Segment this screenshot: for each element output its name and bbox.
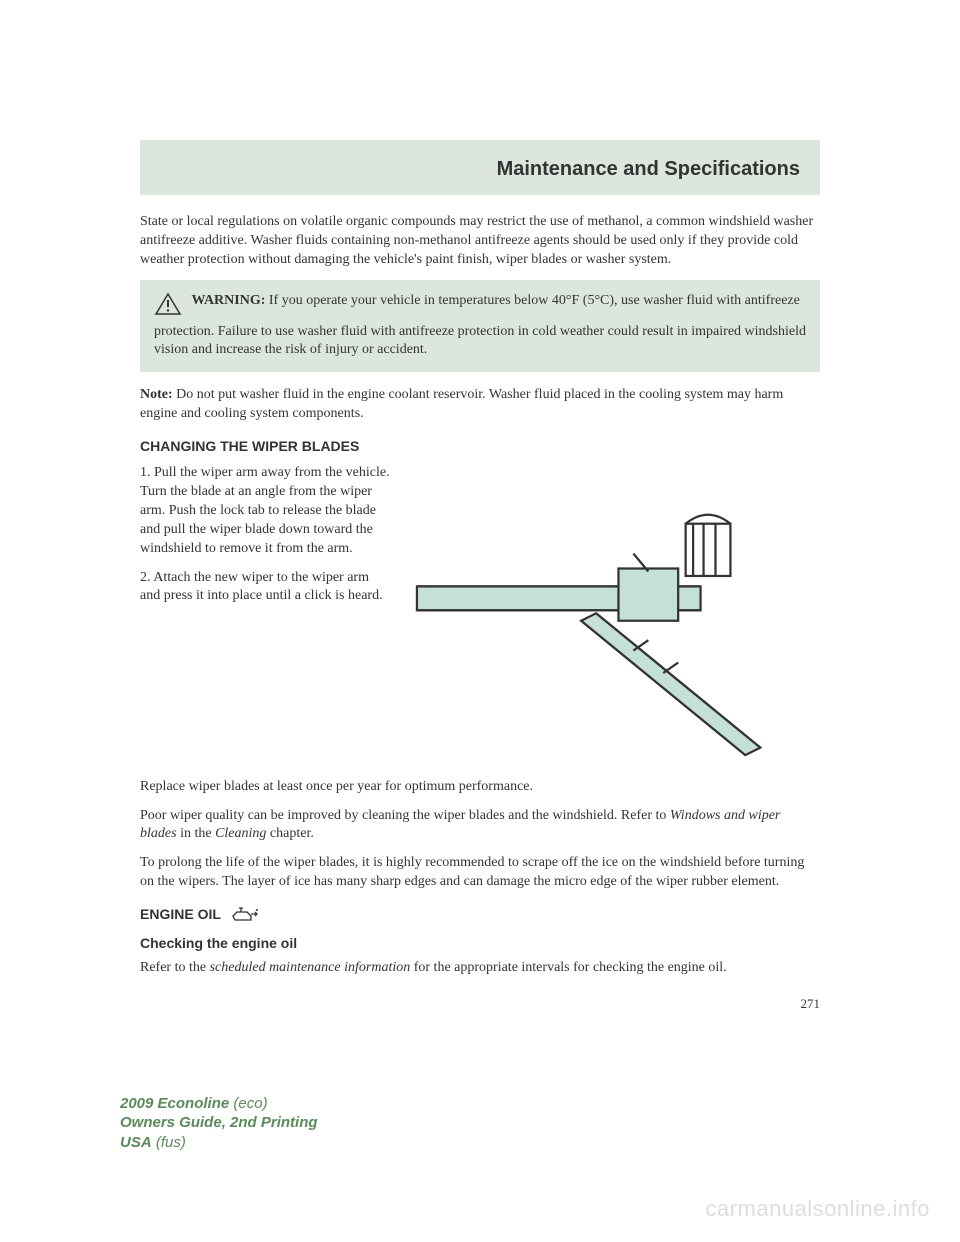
replace-paragraph: Replace wiper blades at least once per y… <box>140 778 820 797</box>
step-1-text: 1. Pull the wiper arm away from the vehi… <box>140 464 390 558</box>
engine-oil-heading: ENGINE OIL <box>140 906 820 925</box>
poor-quality-paragraph: Poor wiper quality can be improved by cl… <box>140 807 820 845</box>
footer-region: USA <box>120 1134 152 1151</box>
step-text-column: 1. Pull the wiper arm away from the vehi… <box>140 464 390 768</box>
oil-can-icon <box>231 906 259 925</box>
poor-quality-italic-2: Cleaning <box>215 826 266 841</box>
wiper-blades-heading: CHANGING THE WIPER BLADES <box>140 438 820 454</box>
footer-code-2: (fus) <box>152 1134 186 1151</box>
checking-post: for the appropriate intervals for checki… <box>410 960 726 975</box>
poor-quality-mid: in the <box>177 826 216 841</box>
poor-quality-post: chapter. <box>266 826 313 841</box>
warning-content: WARNING: If you operate your vehicle in … <box>154 293 806 358</box>
checking-pre: Refer to the <box>140 960 210 975</box>
footer-line-1: 2009 Econoline (eco) <box>120 1094 318 1114</box>
footer-code-1: (eco) <box>229 1095 267 1112</box>
warning-box: WARNING: If you operate your vehicle in … <box>140 280 820 373</box>
diagram-column <box>402 464 820 768</box>
step-2-text: 2. Attach the new wiper to the wiper arm… <box>140 569 390 607</box>
header-bar: Maintenance and Specifications <box>140 140 820 195</box>
checking-oil-heading: Checking the engine oil <box>140 935 820 951</box>
engine-oil-heading-text: ENGINE OIL <box>140 906 221 922</box>
footer-line-2: Owners Guide, 2nd Printing <box>120 1113 318 1133</box>
page-number: 271 <box>140 996 820 1012</box>
prolong-paragraph: To prolong the life of the wiper blades,… <box>140 854 820 892</box>
note-label: Note: <box>140 387 173 402</box>
checking-italic: scheduled maintenance information <box>210 960 411 975</box>
page-container: Maintenance and Specifications State or … <box>0 0 960 1072</box>
poor-quality-pre: Poor wiper quality can be improved by cl… <box>140 808 670 823</box>
warning-label: WARNING: <box>192 293 266 308</box>
step-with-diagram: 1. Pull the wiper arm away from the vehi… <box>140 464 820 768</box>
intro-paragraph: State or local regulations on volatile o… <box>140 213 820 270</box>
wiper-blade-diagram <box>402 464 820 763</box>
footer: 2009 Econoline (eco) Owners Guide, 2nd P… <box>120 1094 318 1153</box>
warning-triangle-icon <box>154 292 182 323</box>
checking-paragraph: Refer to the scheduled maintenance infor… <box>140 959 820 978</box>
footer-model: 2009 Econoline <box>120 1095 229 1112</box>
note-body: Do not put washer fluid in the engine co… <box>140 387 783 421</box>
footer-line-3: USA (fus) <box>120 1133 318 1153</box>
note-paragraph: Note: Do not put washer fluid in the eng… <box>140 386 820 424</box>
page-title: Maintenance and Specifications <box>160 158 800 181</box>
watermark: carmanualsonline.info <box>705 1196 930 1222</box>
